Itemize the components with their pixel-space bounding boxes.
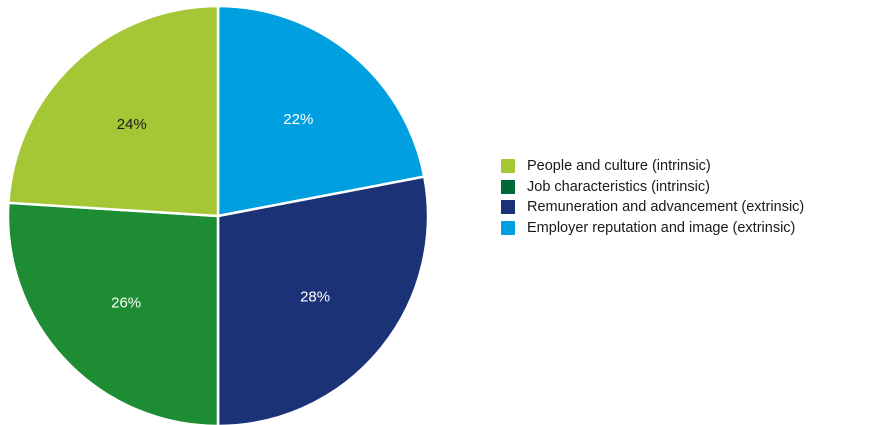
- legend-swatch: [501, 179, 515, 194]
- legend-item-remuneration-advancement: Remuneration and advancement (extrinsic): [501, 197, 804, 218]
- pie-slice-label: 24%: [117, 116, 147, 133]
- pie-slice: [216, 175, 430, 425]
- pie-slice: [216, 4, 426, 218]
- legend-swatch: [501, 159, 515, 174]
- pie-chart: 22% 28% 26% 24%: [6, 4, 430, 425]
- pie-slice-label: 26%: [111, 294, 141, 311]
- pie-slice-label: 22%: [283, 111, 313, 128]
- legend-label: Job characteristics (intrinsic): [527, 178, 710, 195]
- pie-slice: [7, 4, 220, 218]
- legend-swatch: [501, 200, 515, 215]
- chart-legend: People and culture (intrinsic) Job chara…: [501, 156, 804, 238]
- legend-swatch: [501, 220, 515, 235]
- pie-slice-labels: 22% 28% 26% 24%: [111, 111, 330, 311]
- legend-item-employer-reputation: Employer reputation and image (extrinsic…: [501, 218, 804, 239]
- pie-slice: [6, 201, 220, 425]
- legend-item-people-culture: People and culture (intrinsic): [501, 156, 804, 177]
- pie-slices: [6, 4, 430, 425]
- legend-label: Remuneration and advancement (extrinsic): [527, 199, 805, 216]
- pie-slice-label: 28%: [300, 288, 330, 305]
- legend-label: People and culture (intrinsic): [527, 158, 711, 175]
- legend-item-job-characteristics: Job characteristics (intrinsic): [501, 177, 804, 198]
- legend-label: Employer reputation and image (extrinsic…: [527, 219, 796, 236]
